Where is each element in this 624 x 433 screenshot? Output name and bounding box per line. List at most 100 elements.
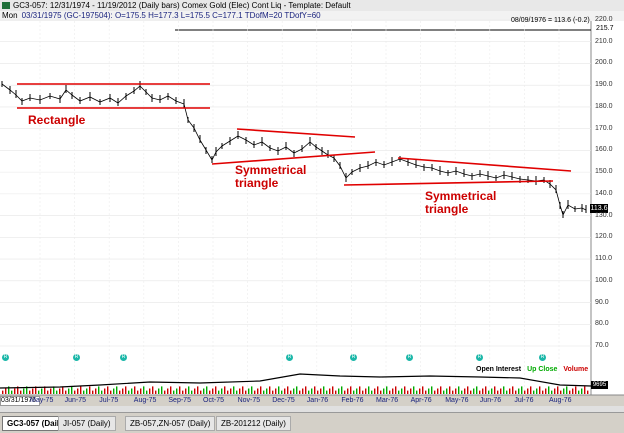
volume-bar [170, 386, 172, 394]
volume-bar [497, 390, 499, 394]
event-marker-icon[interactable]: R [539, 354, 546, 361]
volume-bar [167, 388, 169, 394]
volume-bar [284, 388, 286, 394]
event-marker-icon[interactable]: R [286, 354, 293, 361]
volume-bar [566, 386, 568, 394]
volume-bar [536, 388, 538, 394]
volume-bar [248, 388, 250, 394]
volume-bar [518, 388, 520, 394]
volume-bar [188, 386, 190, 394]
x-tick-label: Apr-76 [410, 397, 432, 404]
horizontal-scrollbar[interactable] [0, 406, 624, 412]
volume-bar [503, 386, 505, 394]
event-marker-icon[interactable]: R [73, 354, 80, 361]
title-bar: GC3-057: 12/31/1974 - 11/19/2012 (Daily … [0, 0, 624, 11]
volume-bar [287, 386, 289, 394]
tab-ji-057[interactable]: JI-057 (Daily) [58, 416, 116, 431]
volume-bar [545, 388, 547, 394]
volume-bar [524, 390, 526, 394]
event-marker-icon[interactable]: R [120, 354, 127, 361]
volume-bar [401, 388, 403, 394]
volume-bar [347, 388, 349, 394]
volume-bar [365, 388, 367, 394]
tab-zb-zn-057[interactable]: ZB-057,ZN-057 (Daily) [125, 416, 216, 431]
volume-bar [209, 390, 211, 394]
volume-bar [395, 386, 397, 394]
volume-bar [356, 388, 358, 394]
volume-bar [80, 386, 82, 394]
volume-bar [176, 388, 178, 394]
volume-bar [83, 390, 85, 394]
volume-bar [302, 388, 304, 394]
volume-bar [110, 390, 112, 394]
x-tick-label: Jul-75 [99, 397, 119, 404]
volume-bar [548, 386, 550, 394]
y-tick-label: 90.0 [595, 298, 609, 306]
volume-bar [242, 386, 244, 394]
legend-up-close: Up Close [527, 366, 558, 373]
sym1-line1: Symmetrical [235, 163, 307, 177]
tab-zb-201212[interactable]: ZB-201212 (Daily) [216, 416, 291, 431]
volume-bar [551, 390, 553, 394]
volume-bar [131, 388, 133, 394]
volume-bar [476, 386, 478, 394]
volume-bar [251, 386, 253, 394]
volume-bars [2, 386, 589, 394]
volume-bar [413, 386, 415, 394]
volume-bar [428, 388, 430, 394]
volume-bar [371, 390, 373, 394]
volume-bar [230, 388, 232, 394]
volume-bar [203, 388, 205, 394]
volume-bar [560, 390, 562, 394]
volume-bar [494, 386, 496, 394]
volume-bar [32, 388, 34, 394]
volume-bar [326, 390, 328, 394]
volume-bar [554, 388, 556, 394]
volume-bar [26, 386, 28, 394]
last-price-box: 113.6 [590, 204, 608, 213]
volume-bar [290, 390, 292, 394]
volume-bar [185, 388, 187, 394]
volume-bar [218, 390, 220, 394]
symmetrical-triangle-label-2: Symmetrical triangle [425, 190, 496, 216]
volume-bar [572, 388, 574, 394]
y-tick-label: 160.0 [595, 146, 613, 154]
info-day: Mon [2, 11, 18, 20]
volume-bar [461, 390, 463, 394]
volume-bar [116, 386, 118, 394]
volume-bar [182, 390, 184, 394]
volume-bar [14, 388, 16, 394]
x-tick-label: May-76 [445, 397, 469, 404]
volume-bar [398, 390, 400, 394]
volume-bar [92, 390, 94, 394]
volume-bar [335, 390, 337, 394]
volume-bar [332, 386, 334, 394]
volume-bar [587, 390, 589, 394]
volume-bar [263, 390, 265, 394]
event-marker-icon[interactable]: R [406, 354, 413, 361]
volume-bar [227, 390, 229, 394]
x-tick-label: Dec-75 [272, 397, 295, 404]
tab-gc3-057[interactable]: GC3-057 (Daily) [2, 416, 72, 431]
volume-bar [533, 390, 535, 394]
sym1-line2: triangle [235, 176, 279, 190]
volume-bar [464, 388, 466, 394]
volume-bar [47, 390, 49, 394]
volume-bar [530, 386, 532, 394]
y-tick-label: 220.0 [595, 16, 613, 23]
volume-bar [107, 386, 109, 394]
price-chart[interactable] [0, 0, 624, 412]
triangle2-top-line [397, 157, 572, 172]
triangle1-top-line [236, 128, 356, 138]
volume-bar [380, 390, 382, 394]
volume-bar [329, 388, 331, 394]
volume-bar [515, 390, 517, 394]
price-bars [1, 81, 587, 218]
event-marker-icon[interactable]: R [476, 354, 483, 361]
volume-bar [278, 386, 280, 394]
volume-bar [575, 386, 577, 394]
event-marker-icon[interactable]: R [350, 354, 357, 361]
volume-bar [578, 390, 580, 394]
volume-bar [44, 386, 46, 394]
event-marker-icon[interactable]: R [2, 354, 9, 361]
